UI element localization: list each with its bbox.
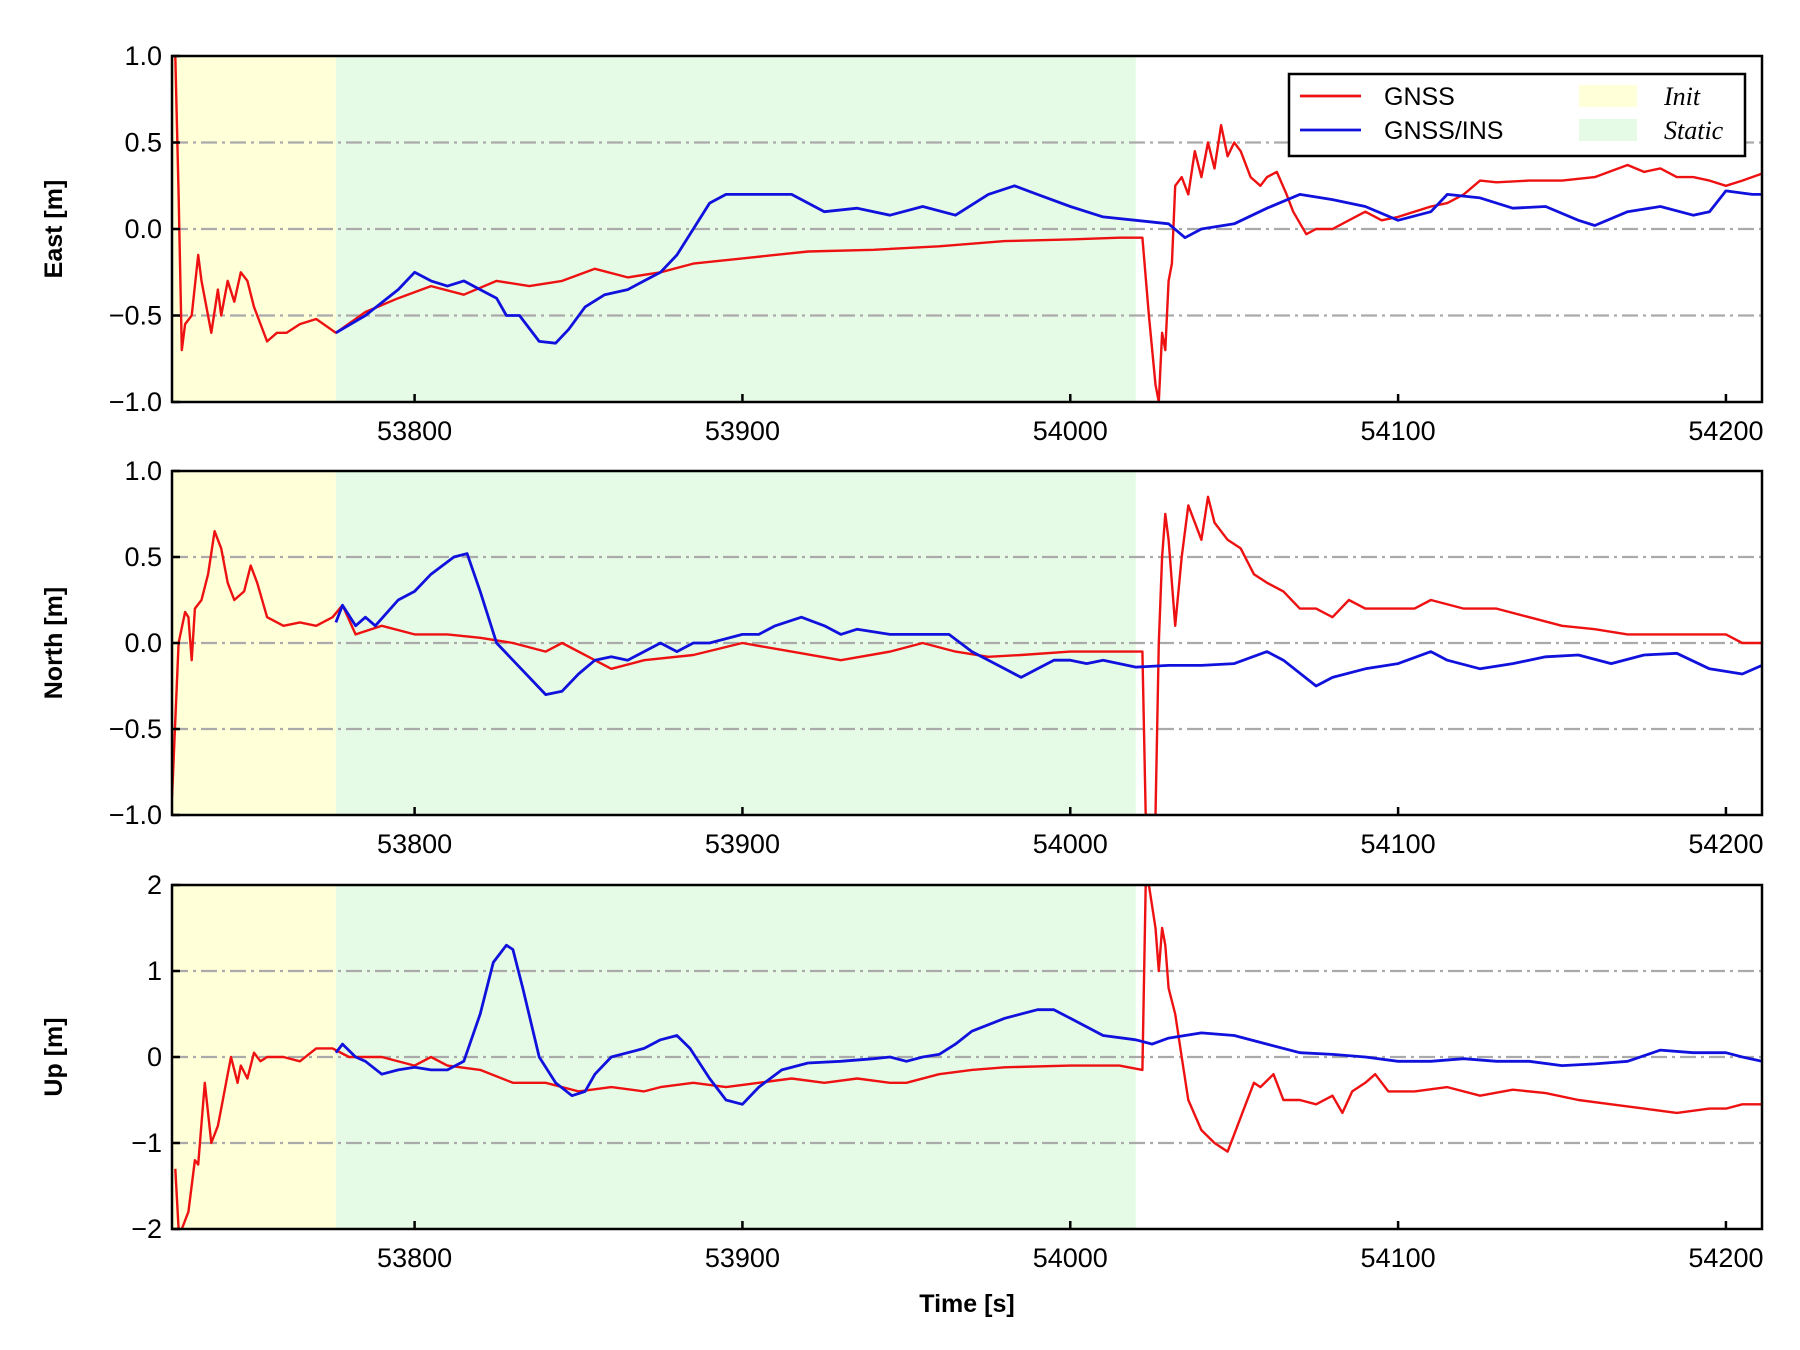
- series-group: [174, 56, 1762, 402]
- x-tick-label: 53900: [705, 1243, 780, 1273]
- y-tick-label: −1.0: [109, 387, 162, 417]
- series-group: [172, 495, 1762, 815]
- y-tick-label: −0.5: [109, 714, 162, 744]
- y-tick-label: 0.0: [124, 628, 162, 658]
- legend: GNSS GNSS/INS Init Static: [1287, 72, 1747, 158]
- x-tick-label: 53900: [705, 829, 780, 859]
- series-line-gnss: [174, 885, 1762, 1229]
- x-tick-label: 53900: [705, 416, 780, 446]
- legend-label: Init: [1663, 82, 1701, 111]
- series-line-gnss-ins: [334, 552, 1762, 696]
- x-tick-label: 54100: [1361, 416, 1436, 446]
- x-tick-label: 54100: [1361, 829, 1436, 859]
- series-line-gnss: [172, 495, 1762, 815]
- y-tick-label: 1.0: [124, 41, 162, 71]
- legend-swatch-init: [1579, 85, 1637, 107]
- y-axis-label: East [m]: [40, 180, 68, 279]
- legend-box: [1287, 72, 1747, 158]
- x-tick-label: 54000: [1033, 416, 1108, 446]
- y-tick-label: −2: [131, 1214, 162, 1244]
- x-tick-label: 54200: [1688, 829, 1763, 859]
- panel-up: −2 −1 0 1 2 53800 53900 54000 54100 54200 Up [m]: [40, 870, 1763, 1273]
- panel-north: −1.0 −0.5 0.0 0.5 1.0 53800 53900 54000 54100 542…: [40, 456, 1763, 859]
- legend-label: Static: [1664, 116, 1724, 145]
- y-tick-label: 0.5: [124, 542, 162, 572]
- y-axis-label: Up [m]: [40, 1017, 68, 1096]
- x-tick-label: 54100: [1361, 1243, 1436, 1273]
- y-tick-label: 1: [147, 956, 162, 986]
- y-tick-label: −1.0: [109, 800, 162, 830]
- y-axis-label: North [m]: [40, 587, 68, 699]
- panel-east: −1.0 −0.5 0.0 0.5 1.0 53800 53900 54000 54100 542…: [40, 41, 1763, 446]
- series-group: [174, 885, 1762, 1229]
- legend-label: GNSS/INS: [1384, 117, 1503, 145]
- x-tick-label: 53800: [377, 829, 452, 859]
- x-tick-label: 54200: [1688, 416, 1763, 446]
- x-tick-label: 54000: [1033, 829, 1108, 859]
- x-tick-label: 53800: [377, 416, 452, 446]
- x-tick-label: 54000: [1033, 1243, 1108, 1273]
- y-tick-label: −0.5: [109, 301, 162, 331]
- y-tick-label: 0.0: [124, 214, 162, 244]
- y-tick-label: 0: [147, 1042, 162, 1072]
- y-tick-label: 2: [147, 870, 162, 900]
- legend-swatch-static: [1579, 119, 1637, 141]
- y-tick-label: 1.0: [124, 456, 162, 486]
- y-tick-label: 0.5: [124, 128, 162, 158]
- series-line-gnss: [174, 56, 1762, 402]
- y-tick-label: −1: [131, 1128, 162, 1158]
- x-axis-label: Time [s]: [919, 1290, 1014, 1318]
- x-tick-label: 53800: [377, 1243, 452, 1273]
- series-line-gnss-ins: [335, 184, 1762, 345]
- legend-label: GNSS: [1384, 83, 1455, 111]
- x-tick-label: 54200: [1688, 1243, 1763, 1273]
- series-line-gnss-ins: [334, 943, 1762, 1106]
